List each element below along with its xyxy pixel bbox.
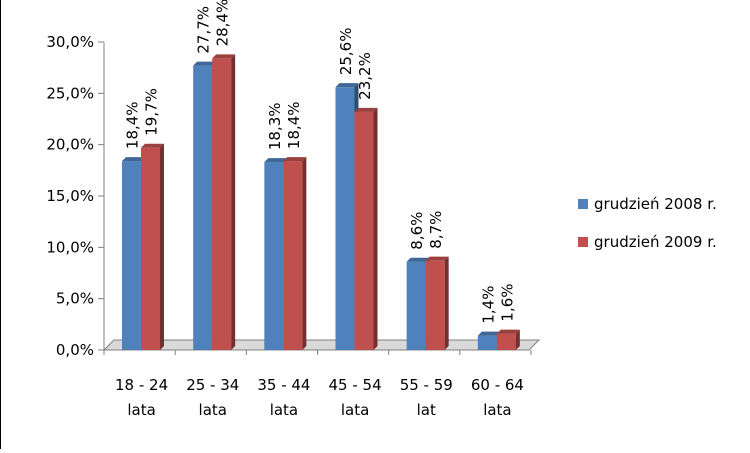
legend: grudzień 2008 r. grudzień 2009 r. — [578, 195, 717, 251]
bar-top — [335, 83, 359, 88]
data-labels: 18,4% 27,7% 18,3% 25,6% 8,6% 1,4% 19,7% 28,4% 18… — [124, 0, 517, 324]
x-tick-label: lata — [127, 401, 155, 419]
bar-top — [122, 157, 145, 162]
bar — [425, 256, 449, 350]
data-label: 18,4% — [124, 101, 142, 149]
bar-top — [283, 157, 307, 162]
bar-front — [335, 87, 355, 350]
bar-front — [477, 335, 497, 350]
bar-front — [406, 261, 426, 350]
chart-floor — [102, 339, 541, 351]
bar-side — [160, 143, 164, 350]
bar-side — [515, 329, 520, 350]
data-label: 25,6% — [337, 28, 355, 76]
legend-swatch — [578, 199, 588, 209]
bar-front — [354, 111, 374, 351]
bar-front — [122, 161, 141, 350]
x-tick-label: 55 - 59 — [400, 376, 453, 394]
y-tick-label: 15,0% — [46, 187, 94, 205]
x-tick-label: lata — [199, 401, 227, 419]
x-tick-label: 25 - 34 — [186, 376, 239, 394]
bar-top — [496, 329, 520, 334]
bars — [122, 54, 520, 351]
bar-side — [231, 54, 236, 350]
x-tick-label: 18 - 24 — [115, 376, 168, 394]
legend-label: grudzień 2009 r. — [594, 233, 717, 251]
y-tick-label: 30,0% — [46, 33, 94, 51]
data-label: 8,7% — [427, 211, 445, 249]
bar — [141, 143, 164, 350]
bar-front — [425, 260, 445, 350]
data-label: 1,6% — [498, 283, 516, 321]
bar-top — [477, 331, 501, 336]
bar-front — [193, 65, 213, 350]
x-tick-label: 60 - 64 — [471, 376, 524, 394]
bar-side — [302, 157, 307, 350]
bar — [496, 329, 520, 350]
data-label: 1,4% — [479, 286, 497, 324]
y-tick-label: 0,0% — [56, 341, 94, 359]
y-tick-label: 10,0% — [46, 238, 94, 256]
bar-top — [193, 61, 217, 66]
bar-top — [212, 54, 236, 59]
bar-front — [283, 161, 303, 350]
bar-top — [425, 256, 449, 261]
x-tick-label: 35 - 44 — [257, 376, 310, 394]
bar-front — [141, 147, 160, 350]
y-tick-label: 5,0% — [56, 290, 94, 308]
x-tick-label: lat — [417, 401, 436, 419]
axes: 0,0% 5,0% 10,0% 15,0% 20,0% 25,0% 30,0% 18 - 24… — [46, 33, 541, 419]
bar-front — [496, 333, 516, 350]
y-tick-label: 20,0% — [46, 136, 94, 154]
data-label: 8,6% — [408, 212, 426, 250]
bar-top — [264, 158, 288, 163]
y-tick-label: 25,0% — [46, 84, 94, 102]
data-label: 23,2% — [356, 52, 374, 100]
legend-swatch — [578, 237, 588, 247]
bar-top — [406, 257, 430, 262]
x-tick-label: 45 - 54 — [329, 376, 382, 394]
data-label: 18,4% — [285, 101, 303, 149]
legend-label: grudzień 2008 r. — [594, 195, 717, 213]
bar — [354, 107, 378, 351]
x-tick-label: lata — [483, 401, 511, 419]
data-label: 27,7% — [195, 6, 213, 54]
bar-front — [212, 58, 232, 350]
bar-front — [264, 162, 284, 350]
x-tick-label: lata — [341, 401, 369, 419]
bar-top — [141, 143, 164, 148]
bar — [212, 54, 236, 350]
bar — [283, 157, 307, 350]
data-label: 19,7% — [143, 88, 161, 136]
x-tick-label: lata — [270, 401, 298, 419]
bar-top — [354, 107, 378, 112]
data-label: 18,3% — [266, 102, 284, 150]
bar-side — [373, 107, 378, 351]
bar-side — [444, 256, 449, 350]
data-label: 28,4% — [214, 0, 232, 46]
